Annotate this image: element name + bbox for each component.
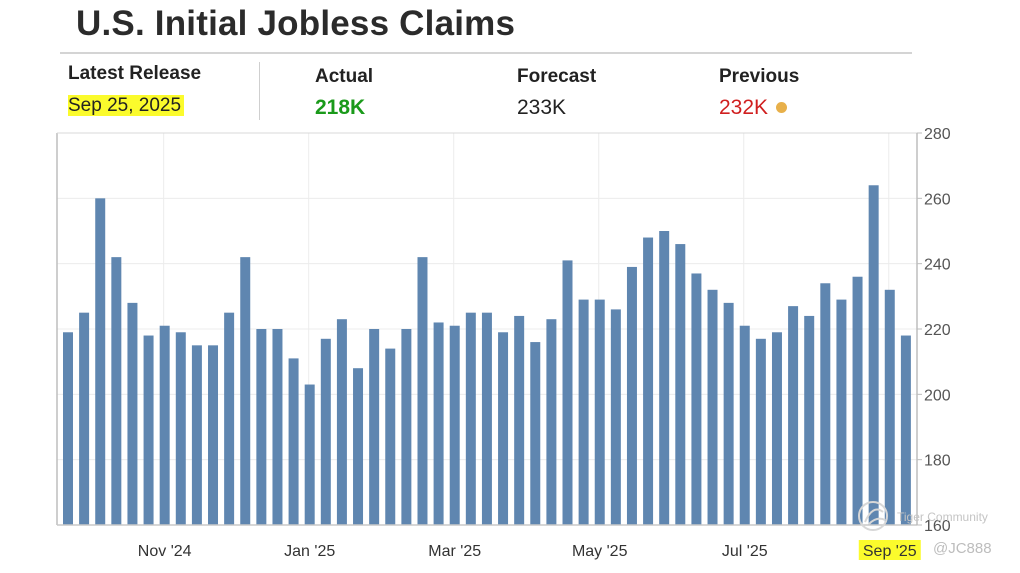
page-title: U.S. Initial Jobless Claims [76,4,516,43]
x-tick-label: Sep '25 [863,543,917,560]
previous-label: Previous [719,66,800,87]
bar [739,325,750,525]
x-axis-labels: Nov '24 Jan '25 Mar '25 May '25 Jul '25 Sep '… [138,540,921,560]
bar [449,325,460,525]
forecast-value: 233K [517,96,567,119]
x-tick-label: Jan '25 [284,543,335,560]
bar [95,198,106,525]
header-separator [259,62,260,120]
latest-release-block: Latest Release Sep 25, 2025 [68,63,201,117]
bar [755,338,766,525]
bar [159,325,170,525]
bar [433,322,444,525]
latest-release-label: Latest Release [68,63,202,84]
bar [723,302,734,525]
bar [465,312,476,525]
bar [820,283,831,525]
title-divider [60,52,912,54]
bar [256,329,267,525]
bar [336,319,347,525]
actual-label: Actual [315,66,374,87]
bar [401,329,412,525]
bar [788,306,799,525]
bar [272,329,283,525]
chart-bars [63,185,911,525]
bar [771,332,782,525]
previous-value: 232K [719,96,769,119]
bar [353,368,364,525]
bar [514,315,525,525]
previous-block: Previous 232K [719,66,799,120]
bar [175,332,186,525]
bar [804,315,815,525]
bar [836,299,847,525]
x-tick-label: Nov '24 [138,543,192,560]
bar [385,348,396,525]
bar [691,273,702,525]
bar [707,289,718,525]
y-tick-label: 160 [924,518,951,535]
bar [868,185,879,525]
y-tick-label: 200 [924,387,951,404]
y-axis-labels: 160 180 200 220 240 260 280 [917,126,951,535]
x-label-highlight [858,540,921,560]
bar [498,332,509,525]
tiger-logo-icon [858,501,888,531]
y-tick-label: 280 [924,126,951,143]
bar [127,302,138,525]
bar [369,329,380,525]
bar [240,257,251,525]
bar [417,257,428,525]
bar [852,276,863,525]
bar [208,345,219,525]
forecast-label: Forecast [517,66,597,87]
bar [63,332,73,525]
bar [578,299,589,525]
y-tick-label: 260 [924,191,951,208]
x-tick-label: Jul '25 [722,543,768,560]
forecast-block: Forecast 233K [517,66,596,120]
bar [643,237,654,525]
y-tick-label: 180 [924,453,951,470]
bar [562,260,573,525]
watermark-brand: Tiger Community [897,510,988,524]
bar [79,312,90,525]
bar [191,345,202,525]
latest-release-date: Sep 25, 2025 [68,95,185,116]
bar [659,231,670,525]
bar [224,312,235,525]
author-handle: @JC888 [933,540,992,557]
bar [594,299,605,525]
bar [320,338,331,525]
bar [900,335,911,525]
actual-block: Actual 218K [315,66,373,120]
bar [610,309,621,525]
bar [884,289,895,525]
x-tick-label: May '25 [572,543,628,560]
bar [143,335,154,525]
bar [530,342,541,525]
bar [546,319,557,525]
bar [288,358,299,525]
bar [626,266,637,525]
bar [304,384,315,525]
bar [481,312,492,525]
actual-value: 218K [315,96,366,119]
y-tick-label: 220 [924,322,951,339]
y-tick-label: 240 [924,257,951,274]
bar [675,244,686,525]
status-dot-icon [776,101,788,113]
x-tick-label: Mar '25 [428,543,481,560]
bar [111,257,122,525]
